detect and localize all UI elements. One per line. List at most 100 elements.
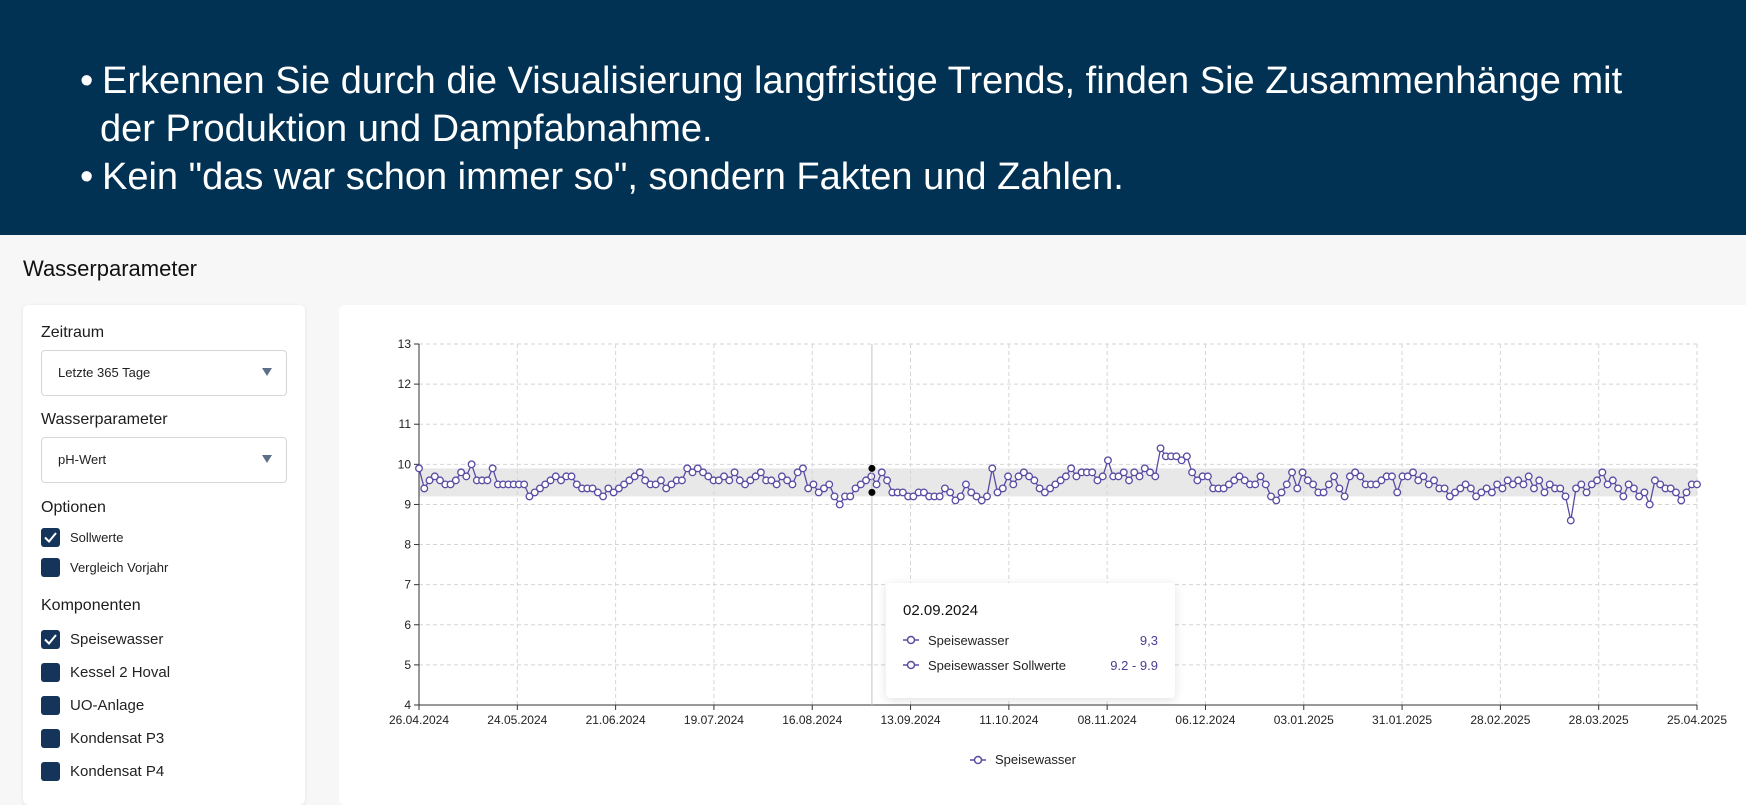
data-point bbox=[1146, 468, 1154, 477]
banner-line-2: der Produktion und Dampfabnahme. bbox=[100, 108, 713, 150]
data-point bbox=[693, 464, 702, 473]
filter-panel: Zeitraum Letzte 365 Tage Wasserparameter… bbox=[23, 305, 305, 805]
data-point bbox=[688, 468, 697, 477]
checkbox-unchecked[interactable] bbox=[41, 662, 60, 682]
y-tick-label: 4 bbox=[404, 698, 411, 712]
data-point bbox=[1672, 488, 1680, 497]
zeitraum-label: Zeitraum bbox=[41, 324, 105, 341]
y-tick-label: 7 bbox=[404, 578, 411, 592]
data-point bbox=[1240, 476, 1249, 485]
data-point bbox=[667, 480, 676, 489]
data-point bbox=[977, 496, 986, 505]
parameter-select[interactable]: pH-Wert bbox=[41, 437, 287, 483]
komponente-kondensat-p4[interactable]: Kondensat P4 bbox=[41, 760, 164, 782]
x-tick-label: 06.12.2024 bbox=[1175, 713, 1235, 727]
data-point bbox=[1508, 480, 1517, 489]
komponente-kessel-2-hoval[interactable]: Kessel 2 Hoval bbox=[41, 661, 170, 683]
data-point bbox=[425, 476, 434, 485]
data-point bbox=[462, 472, 471, 481]
x-tick-label: 16.08.2024 bbox=[782, 713, 842, 727]
data-point bbox=[546, 476, 555, 485]
data-point bbox=[1477, 488, 1486, 497]
data-point bbox=[1251, 480, 1260, 489]
data-point bbox=[1445, 492, 1454, 501]
data-point bbox=[1456, 484, 1465, 493]
data-point bbox=[962, 480, 970, 489]
data-point bbox=[1451, 488, 1460, 497]
data-point bbox=[1556, 484, 1565, 493]
y-tick-label: 11 bbox=[399, 417, 412, 431]
komponente-uo-anlage[interactable]: UO-Anlage bbox=[41, 694, 144, 716]
check-icon bbox=[44, 531, 57, 543]
x-tick-label: 28.03.2025 bbox=[1569, 713, 1629, 727]
data-point bbox=[825, 480, 834, 489]
checkbox-unchecked[interactable] bbox=[41, 761, 60, 781]
data-point bbox=[1598, 468, 1607, 477]
data-point bbox=[551, 472, 560, 481]
data-point bbox=[720, 472, 728, 481]
komponenten-label: Komponenten bbox=[41, 597, 141, 614]
data-point bbox=[793, 468, 802, 477]
data-point bbox=[714, 476, 723, 485]
page-title: Wasserparameter bbox=[23, 256, 198, 281]
data-point bbox=[1114, 472, 1123, 481]
data-point bbox=[1487, 488, 1496, 497]
data-point bbox=[998, 484, 1007, 493]
data-point bbox=[1125, 476, 1133, 485]
data-point bbox=[1608, 476, 1617, 485]
komponente-label: Speisewasser bbox=[70, 630, 164, 648]
data-point bbox=[1230, 476, 1239, 485]
data-point bbox=[1188, 468, 1197, 477]
data-point bbox=[1577, 480, 1586, 489]
data-point bbox=[1682, 488, 1691, 497]
data-point bbox=[1009, 480, 1018, 489]
checkbox-checked[interactable] bbox=[41, 629, 60, 649]
data-point bbox=[630, 472, 639, 481]
data-point bbox=[1177, 456, 1186, 465]
zeitraum-select[interactable]: Letzte 365 Tage bbox=[41, 350, 287, 396]
data-point bbox=[1056, 476, 1065, 485]
data-point bbox=[1098, 472, 1107, 481]
data-point bbox=[1088, 468, 1097, 477]
data-point bbox=[1061, 472, 1070, 481]
data-point bbox=[1030, 476, 1039, 485]
data-point bbox=[451, 476, 460, 485]
data-point bbox=[1303, 476, 1312, 485]
data-point bbox=[1203, 472, 1212, 481]
data-point bbox=[746, 476, 755, 485]
data-point bbox=[872, 480, 881, 489]
checkbox-unchecked[interactable] bbox=[41, 695, 60, 715]
x-tick-label: 03.01.2025 bbox=[1274, 713, 1334, 727]
bullet: • bbox=[80, 156, 94, 198]
data-point bbox=[662, 484, 671, 493]
parameter-value: pH-Wert bbox=[58, 452, 107, 467]
data-point bbox=[530, 488, 539, 497]
checkbox-unchecked[interactable] bbox=[41, 728, 60, 748]
data-point bbox=[1014, 472, 1023, 481]
data-point bbox=[467, 460, 476, 469]
komponente-kondensat-p3[interactable]: Kondensat P3 bbox=[41, 727, 164, 749]
data-point bbox=[1629, 484, 1638, 493]
tooltip-series-name: Speisewasser Sollwerte bbox=[928, 658, 1067, 673]
data-point bbox=[735, 476, 744, 485]
data-point bbox=[835, 500, 844, 509]
data-point bbox=[1119, 468, 1128, 477]
data-point bbox=[436, 476, 444, 485]
checkbox-unchecked[interactable] bbox=[41, 557, 60, 577]
data-point bbox=[620, 480, 629, 489]
data-point bbox=[777, 472, 786, 481]
komponente-label: Kondensat P3 bbox=[70, 729, 165, 747]
data-point bbox=[1256, 472, 1265, 481]
chevron-down-icon bbox=[262, 455, 272, 463]
data-point bbox=[541, 480, 550, 489]
data-point bbox=[1351, 468, 1360, 477]
option-sollwerte[interactable]: Sollwerte bbox=[41, 526, 123, 548]
ph-line-chart[interactable]: 4 5 6 7 8 9 10 11 12 13 26.04.2024 24.05.2024 21.06.… bbox=[339, 305, 1746, 786]
data-point bbox=[993, 488, 1002, 497]
x-tick-label: 25.04.2025 bbox=[1667, 713, 1727, 727]
data-point bbox=[1440, 484, 1449, 493]
data-point bbox=[1587, 480, 1596, 489]
komponente-speisewasser[interactable]: Speisewasser bbox=[41, 628, 163, 650]
option-vergleich-vorjahr[interactable]: Vergleich Vorjahr bbox=[41, 556, 168, 578]
checkbox-checked[interactable] bbox=[41, 527, 60, 547]
